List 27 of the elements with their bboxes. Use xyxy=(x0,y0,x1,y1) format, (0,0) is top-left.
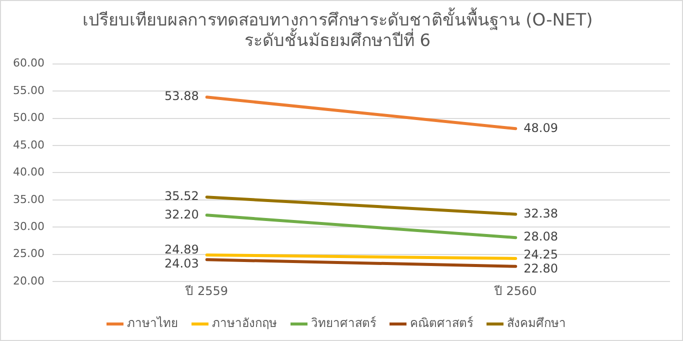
text: 28.08 xyxy=(524,230,558,244)
legend-label: ภาษาอังกฤษ xyxy=(212,316,277,330)
legend-label: วิทยาศาสตร์ xyxy=(311,316,377,330)
y-tick-label: 55.00 xyxy=(12,84,44,97)
x-tick-label: ปี 2560 xyxy=(493,284,537,298)
legend-label: สังคมศึกษา xyxy=(507,316,566,330)
text: 24.25 xyxy=(524,248,558,262)
chart-title: เปรียบเทียบผลการทดสอบทางการศึกษาระดับชาติขั้นพื้นฐาน (O-NET) xyxy=(82,8,593,31)
text: 53.88 xyxy=(164,89,199,104)
text: 24.03 xyxy=(164,256,199,270)
y-tick-label: 40.00 xyxy=(12,166,44,179)
y-tick-label: 60.00 xyxy=(12,56,44,70)
y-tick-label: 30.00 xyxy=(12,220,44,234)
text: 32.38 xyxy=(524,206,558,220)
y-tick-label: 45.00 xyxy=(12,138,44,152)
y-tick-label: 25.00 xyxy=(12,247,44,260)
y-tick-label: 35.00 xyxy=(12,192,44,206)
text: 32.20 xyxy=(164,207,199,222)
x-tick-label: ปี 2559 xyxy=(184,284,228,298)
text: 22.80 xyxy=(524,262,558,276)
y-tick-label: 50.00 xyxy=(12,111,44,124)
legend-label: ภาษาไทย xyxy=(127,316,178,330)
y-tick-label: 20.00 xyxy=(12,274,44,288)
text: 24.89 xyxy=(164,242,199,256)
text: 35.52 xyxy=(164,189,199,204)
legend-label: คณิตศาสตร์ xyxy=(410,316,474,330)
text: 48.09 xyxy=(524,120,558,135)
